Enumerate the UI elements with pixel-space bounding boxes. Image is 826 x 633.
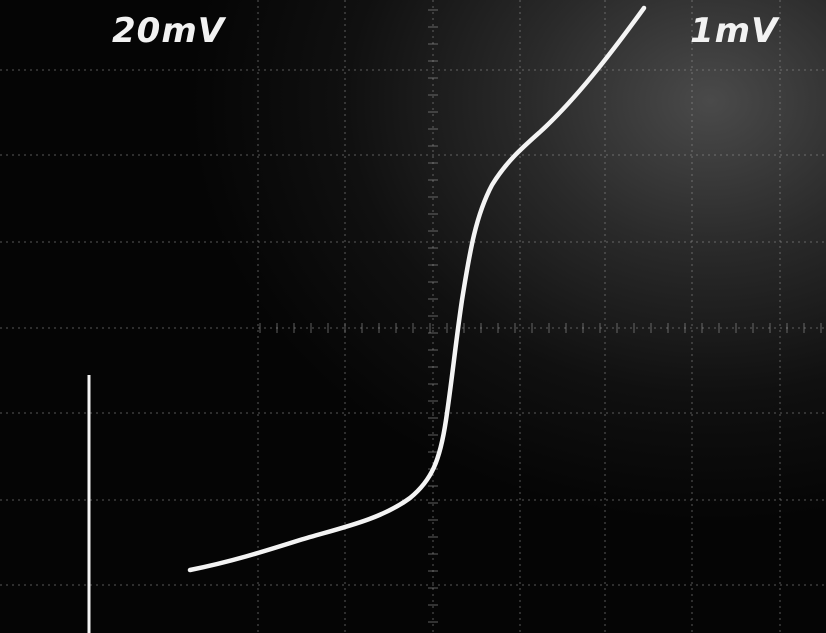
left-sensitivity-label: 20mV [112, 11, 226, 51]
right-sensitivity-label: 1mV [690, 11, 779, 51]
signal-trace [187, 5, 647, 573]
